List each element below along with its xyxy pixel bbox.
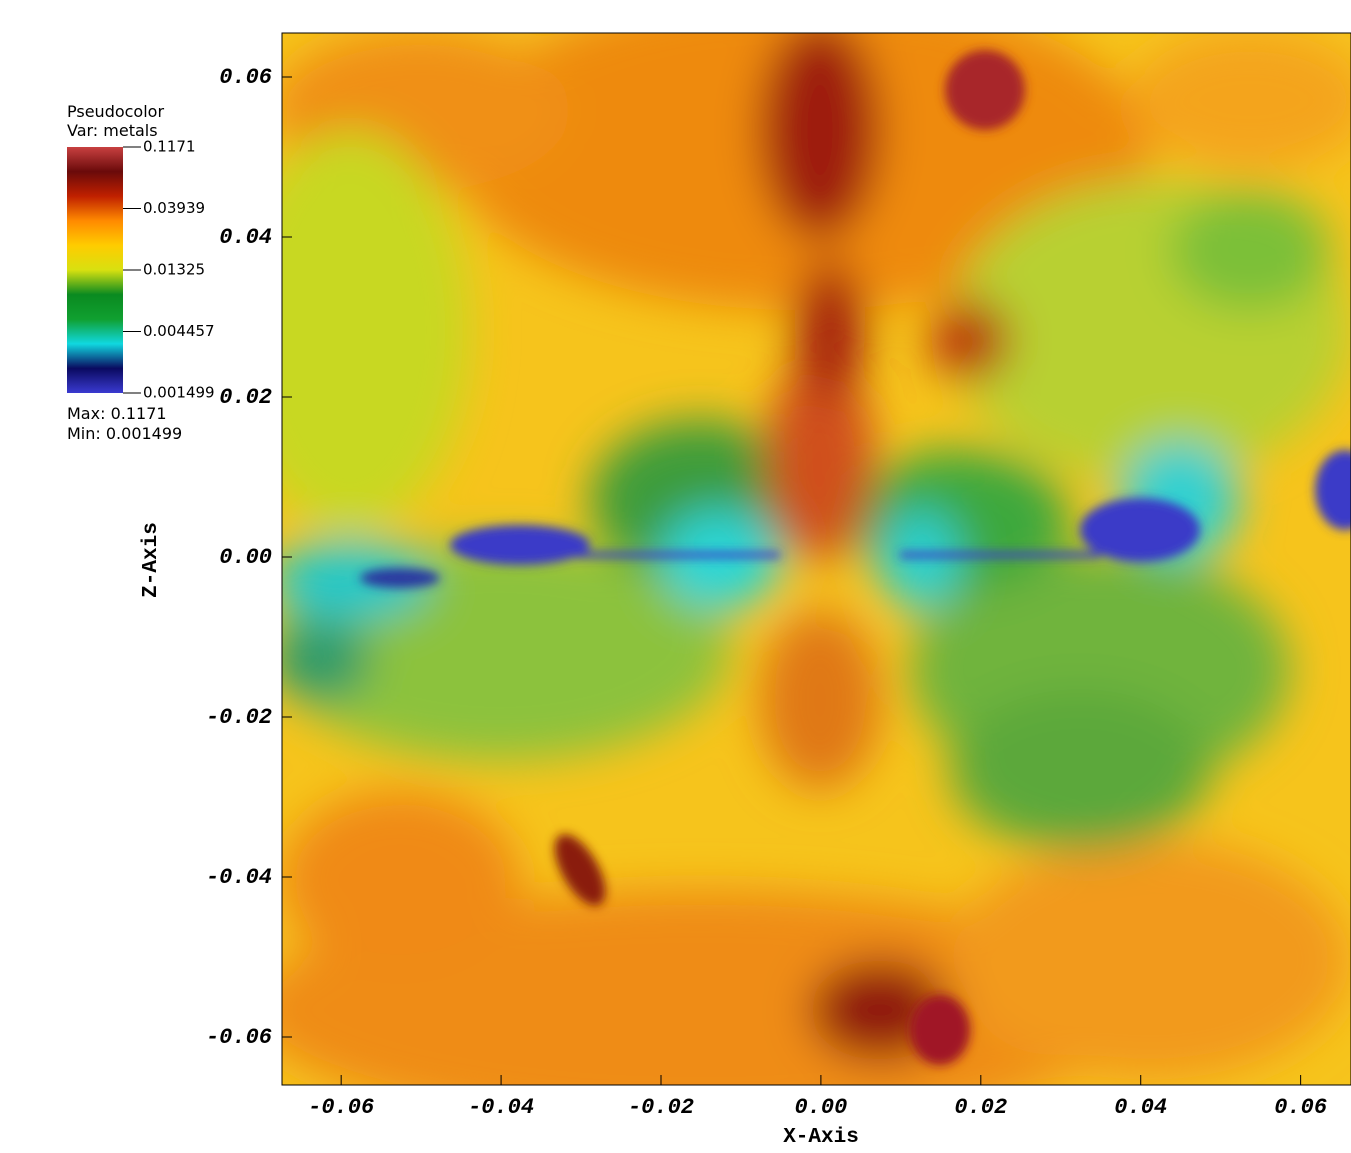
max-label: Max: bbox=[67, 404, 105, 423]
x-tick-label: -0.04 bbox=[468, 1095, 534, 1120]
x-tick-label: 0.00 bbox=[794, 1095, 847, 1120]
x-tick-label: -0.02 bbox=[628, 1095, 694, 1120]
max-value: 0.1171 bbox=[111, 404, 167, 423]
colorbar-tick-label: 0.001499 bbox=[143, 384, 215, 402]
legend-title: Pseudocolor bbox=[67, 102, 164, 121]
y-tick-label: -0.06 bbox=[206, 1025, 272, 1050]
colorbar-tick-label: 0.1171 bbox=[143, 138, 196, 156]
legend-min: Min: 0.001499 bbox=[67, 424, 182, 443]
legend-max: Max: 0.1171 bbox=[67, 404, 167, 423]
chart: X-Axis Z-Axis Pseudocolor Var: metals Ma… bbox=[0, 0, 1351, 1153]
y-tick-label: 0.00 bbox=[219, 545, 272, 570]
colorbar-tick-label: 0.03939 bbox=[143, 199, 205, 217]
x-tick-label: -0.06 bbox=[308, 1095, 374, 1120]
y-tick-label: -0.02 bbox=[206, 705, 272, 730]
x-tick-label: 0.04 bbox=[1114, 1095, 1167, 1120]
x-tick-label: 0.06 bbox=[1274, 1095, 1327, 1120]
min-label: Min: bbox=[67, 424, 101, 443]
y-axis-label: Z-Axis bbox=[140, 522, 163, 598]
colorbar bbox=[67, 147, 123, 393]
y-tick-label: 0.06 bbox=[219, 65, 272, 90]
y-tick-label: 0.04 bbox=[219, 225, 272, 250]
field-image bbox=[230, 0, 1351, 1130]
y-tick-label: 0.02 bbox=[219, 385, 272, 410]
colorbar-tick-label: 0.01325 bbox=[143, 260, 205, 278]
y-tick-label: -0.04 bbox=[206, 865, 272, 890]
x-axis-label: X-Axis bbox=[783, 1126, 859, 1149]
x-tick-label: 0.02 bbox=[954, 1095, 1007, 1120]
colorbar-tick-label: 0.004457 bbox=[143, 322, 215, 340]
min-value: 0.001499 bbox=[106, 424, 182, 443]
